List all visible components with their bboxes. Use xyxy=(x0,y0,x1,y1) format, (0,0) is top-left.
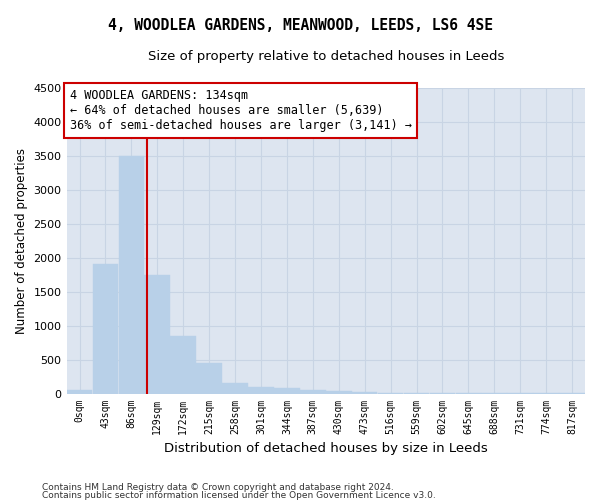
Bar xyxy=(326,391,352,394)
Bar xyxy=(92,264,118,394)
Bar xyxy=(274,388,299,394)
Bar xyxy=(222,384,248,394)
Text: 4, WOODLEA GARDENS, MEANWOOD, LEEDS, LS6 4SE: 4, WOODLEA GARDENS, MEANWOOD, LEEDS, LS6… xyxy=(107,18,493,32)
Y-axis label: Number of detached properties: Number of detached properties xyxy=(15,148,28,334)
Bar xyxy=(196,363,222,394)
Text: Contains public sector information licensed under the Open Government Licence v3: Contains public sector information licen… xyxy=(42,491,436,500)
Bar xyxy=(300,390,326,394)
Bar xyxy=(404,393,430,394)
Title: Size of property relative to detached houses in Leeds: Size of property relative to detached ho… xyxy=(148,50,504,63)
X-axis label: Distribution of detached houses by size in Leeds: Distribution of detached houses by size … xyxy=(164,442,488,455)
Text: Contains HM Land Registry data © Crown copyright and database right 2024.: Contains HM Land Registry data © Crown c… xyxy=(42,484,394,492)
Bar xyxy=(145,274,170,394)
Bar xyxy=(170,336,196,394)
Bar xyxy=(352,392,377,394)
Bar xyxy=(430,393,455,394)
Bar xyxy=(67,390,92,394)
Text: 4 WOODLEA GARDENS: 134sqm
← 64% of detached houses are smaller (5,639)
36% of se: 4 WOODLEA GARDENS: 134sqm ← 64% of detac… xyxy=(70,89,412,132)
Bar xyxy=(119,156,144,394)
Bar xyxy=(378,392,403,394)
Bar xyxy=(248,387,274,394)
